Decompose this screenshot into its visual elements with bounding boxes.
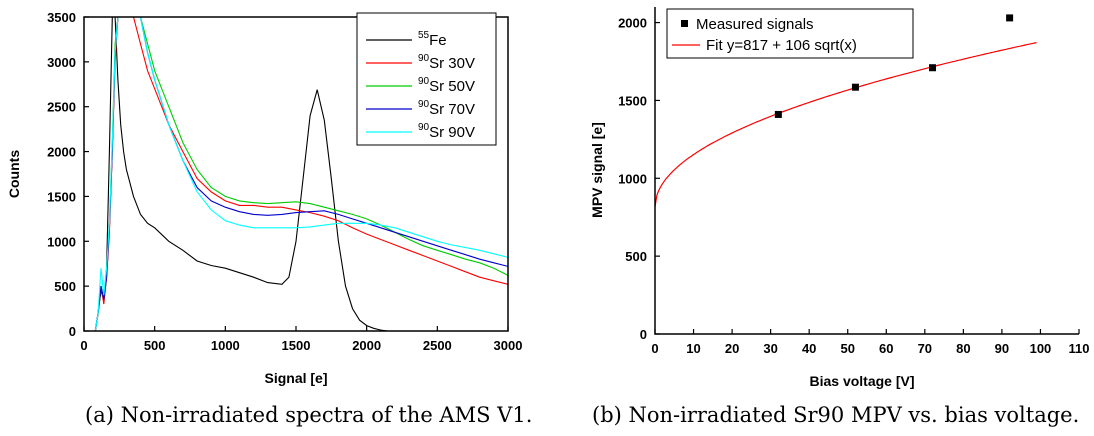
spectra-legend: 55Fe 90Sr 30V 90Sr 50V 90Sr 70V 90Sr 90V: [356, 12, 497, 146]
mpv-ticks: 0 10 20 30 40 50 60 70 80 90 100 110 0 500 1000 1500 200…: [618, 16, 1089, 356]
spectra-x-tick-label: 1000: [211, 338, 240, 353]
mpv-y-tick-label: 2000: [618, 16, 647, 31]
mpv-x-tick-label: 100: [1030, 341, 1052, 356]
mpv-data-point: [851, 83, 859, 91]
mpv-data-point: [929, 64, 937, 72]
spectra-chart: 0 500 1000 1500 2000 2500 3000 0 500 1000 1500 2000…: [6, 10, 522, 386]
spectra-x-tick-label: 2000: [352, 338, 381, 353]
mpv-x-tick-label: 60: [879, 341, 893, 356]
spectra-legend-label: 90Sr 70V: [418, 99, 475, 118]
mpv-y-tick-label: 0: [640, 327, 647, 342]
mpv-x-tick-label: 0: [651, 341, 658, 356]
mpv-legend-marker: [681, 20, 688, 27]
spectra-x-tick-label: 500: [144, 338, 166, 353]
mpv-x-axis-label: Bias voltage [V]: [809, 373, 914, 389]
mpv-data-point: [774, 110, 782, 118]
mpv-x-tick-label: 90: [995, 341, 1009, 356]
mpv-x-tick-label: 110: [1069, 341, 1090, 356]
spectra-y-tick-label: 3500: [47, 10, 76, 25]
spectra-x-axis-label: Signal [e]: [264, 370, 327, 386]
spectra-y-tick-label: 3000: [47, 55, 76, 70]
mpv-legend-box: [666, 8, 914, 59]
spectra-legend-label: 55Fe: [418, 30, 447, 49]
spectra-x-tick-label: 2500: [423, 338, 452, 353]
spectra-legend-label: 90Sr 90V: [418, 122, 475, 141]
spectra-x-tick-label: 0: [80, 338, 87, 353]
spectra-y-tick-label: 1000: [47, 234, 76, 249]
mpv-y-tick-label: 1500: [618, 93, 647, 108]
mpv-plot-area: [654, 14, 1037, 207]
spectra-y-axis-label: Counts: [6, 150, 22, 198]
mpv-chart: 0 10 20 30 40 50 60 70 80 90 100 110 0 500 1000 1500 200…: [590, 7, 1089, 389]
mpv-legend-label: Fit y=817 + 106 sqrt(x): [706, 37, 857, 54]
mpv-legend-label: Measured signals: [696, 16, 814, 33]
caption-a: (a) Non-irradiated spectra of the AMS V1…: [85, 403, 533, 427]
mpv-x-tick-label: 30: [763, 341, 777, 356]
spectra-plot-area: [94, 17, 508, 331]
spectra-ticks: 0 500 1000 1500 2000 2500 3000 0 500 1000 1500 2000…: [47, 10, 522, 353]
mpv-legend: Measured signals Fit y=817 + 106 sqrt(x): [666, 8, 914, 59]
mpv-x-tick-label: 40: [802, 341, 816, 356]
spectra-legend-box: [356, 12, 497, 146]
spectra-y-tick-label: 2500: [47, 100, 76, 115]
mpv-x-tick-label: 20: [725, 341, 739, 356]
mpv-fit-line: [654, 42, 1037, 207]
mpv-x-tick-label: 80: [956, 341, 970, 356]
mpv-x-tick-label: 50: [840, 341, 854, 356]
mpv-y-axis-label: MPV signal [e]: [590, 122, 605, 218]
mpv-x-tick-label: 10: [686, 341, 700, 356]
mpv-x-tick-label: 70: [918, 341, 932, 356]
spectra-x-tick-label: 1500: [282, 338, 311, 353]
spectra-series-line-4: [94, 17, 508, 331]
spectra-x-tick-label: 3000: [494, 338, 523, 353]
caption-b: (b) Non-irradiated Sr90 MPV vs. bias vol…: [592, 403, 1080, 427]
mpv-data-point: [1006, 14, 1014, 22]
spectra-legend-label: 90Sr 50V: [418, 76, 475, 95]
spectra-series-line-0: [94, 17, 388, 331]
spectra-y-tick-label: 500: [54, 279, 76, 294]
spectra-y-tick-label: 1500: [47, 189, 76, 204]
mpv-y-tick-label: 1000: [618, 171, 647, 186]
spectra-y-tick-label: 0: [69, 324, 76, 339]
spectra-y-tick-label: 2000: [47, 145, 76, 160]
mpv-y-tick-label: 500: [625, 249, 647, 264]
spectra-legend-label: 90Sr 30V: [418, 53, 475, 72]
